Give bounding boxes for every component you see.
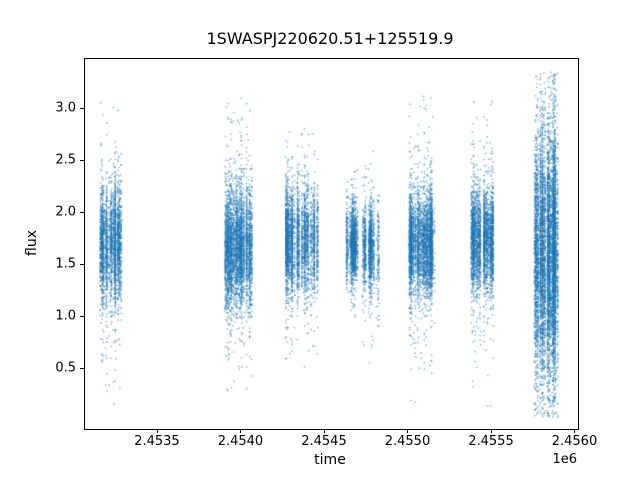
x-tick-mark: [240, 429, 242, 433]
x-tick-label: 2.4550: [384, 434, 431, 449]
y-tick-mark: [80, 367, 84, 369]
y-tick-mark: [80, 107, 84, 109]
y-tick-label: 2.0: [55, 204, 76, 220]
x-tick-mark: [323, 429, 325, 433]
x-tick-mark: [407, 429, 409, 433]
y-tick-mark: [80, 211, 84, 213]
y-tick-label: 3.0: [55, 100, 76, 116]
scatter-canvas: [85, 59, 578, 429]
y-tick-mark: [80, 315, 84, 317]
y-tick-mark: [80, 263, 84, 265]
x-tick-mark: [490, 429, 492, 433]
plot-area: [84, 58, 579, 430]
x-axis-offset-label: 1e6: [552, 452, 577, 467]
plot-title: 1SWASPJ220620.51+125519.9: [206, 29, 454, 48]
x-tick-label: 2.4560: [551, 434, 598, 449]
y-tick-label: 2.5: [55, 152, 76, 168]
y-tick-mark: [80, 159, 84, 161]
x-tick-mark: [156, 429, 158, 433]
x-tick-mark: [574, 429, 576, 433]
x-tick-label: 2.4555: [468, 434, 514, 449]
x-axis-label: time: [314, 452, 346, 468]
y-axis-label: flux: [24, 230, 40, 256]
y-tick-label: 0.5: [55, 360, 76, 376]
y-tick-label: 1.0: [55, 308, 76, 324]
x-tick-label: 2.4540: [217, 434, 264, 449]
x-tick-label: 2.4545: [301, 434, 347, 449]
y-tick-label: 1.5: [55, 256, 76, 272]
x-tick-label: 2.4535: [134, 434, 180, 449]
